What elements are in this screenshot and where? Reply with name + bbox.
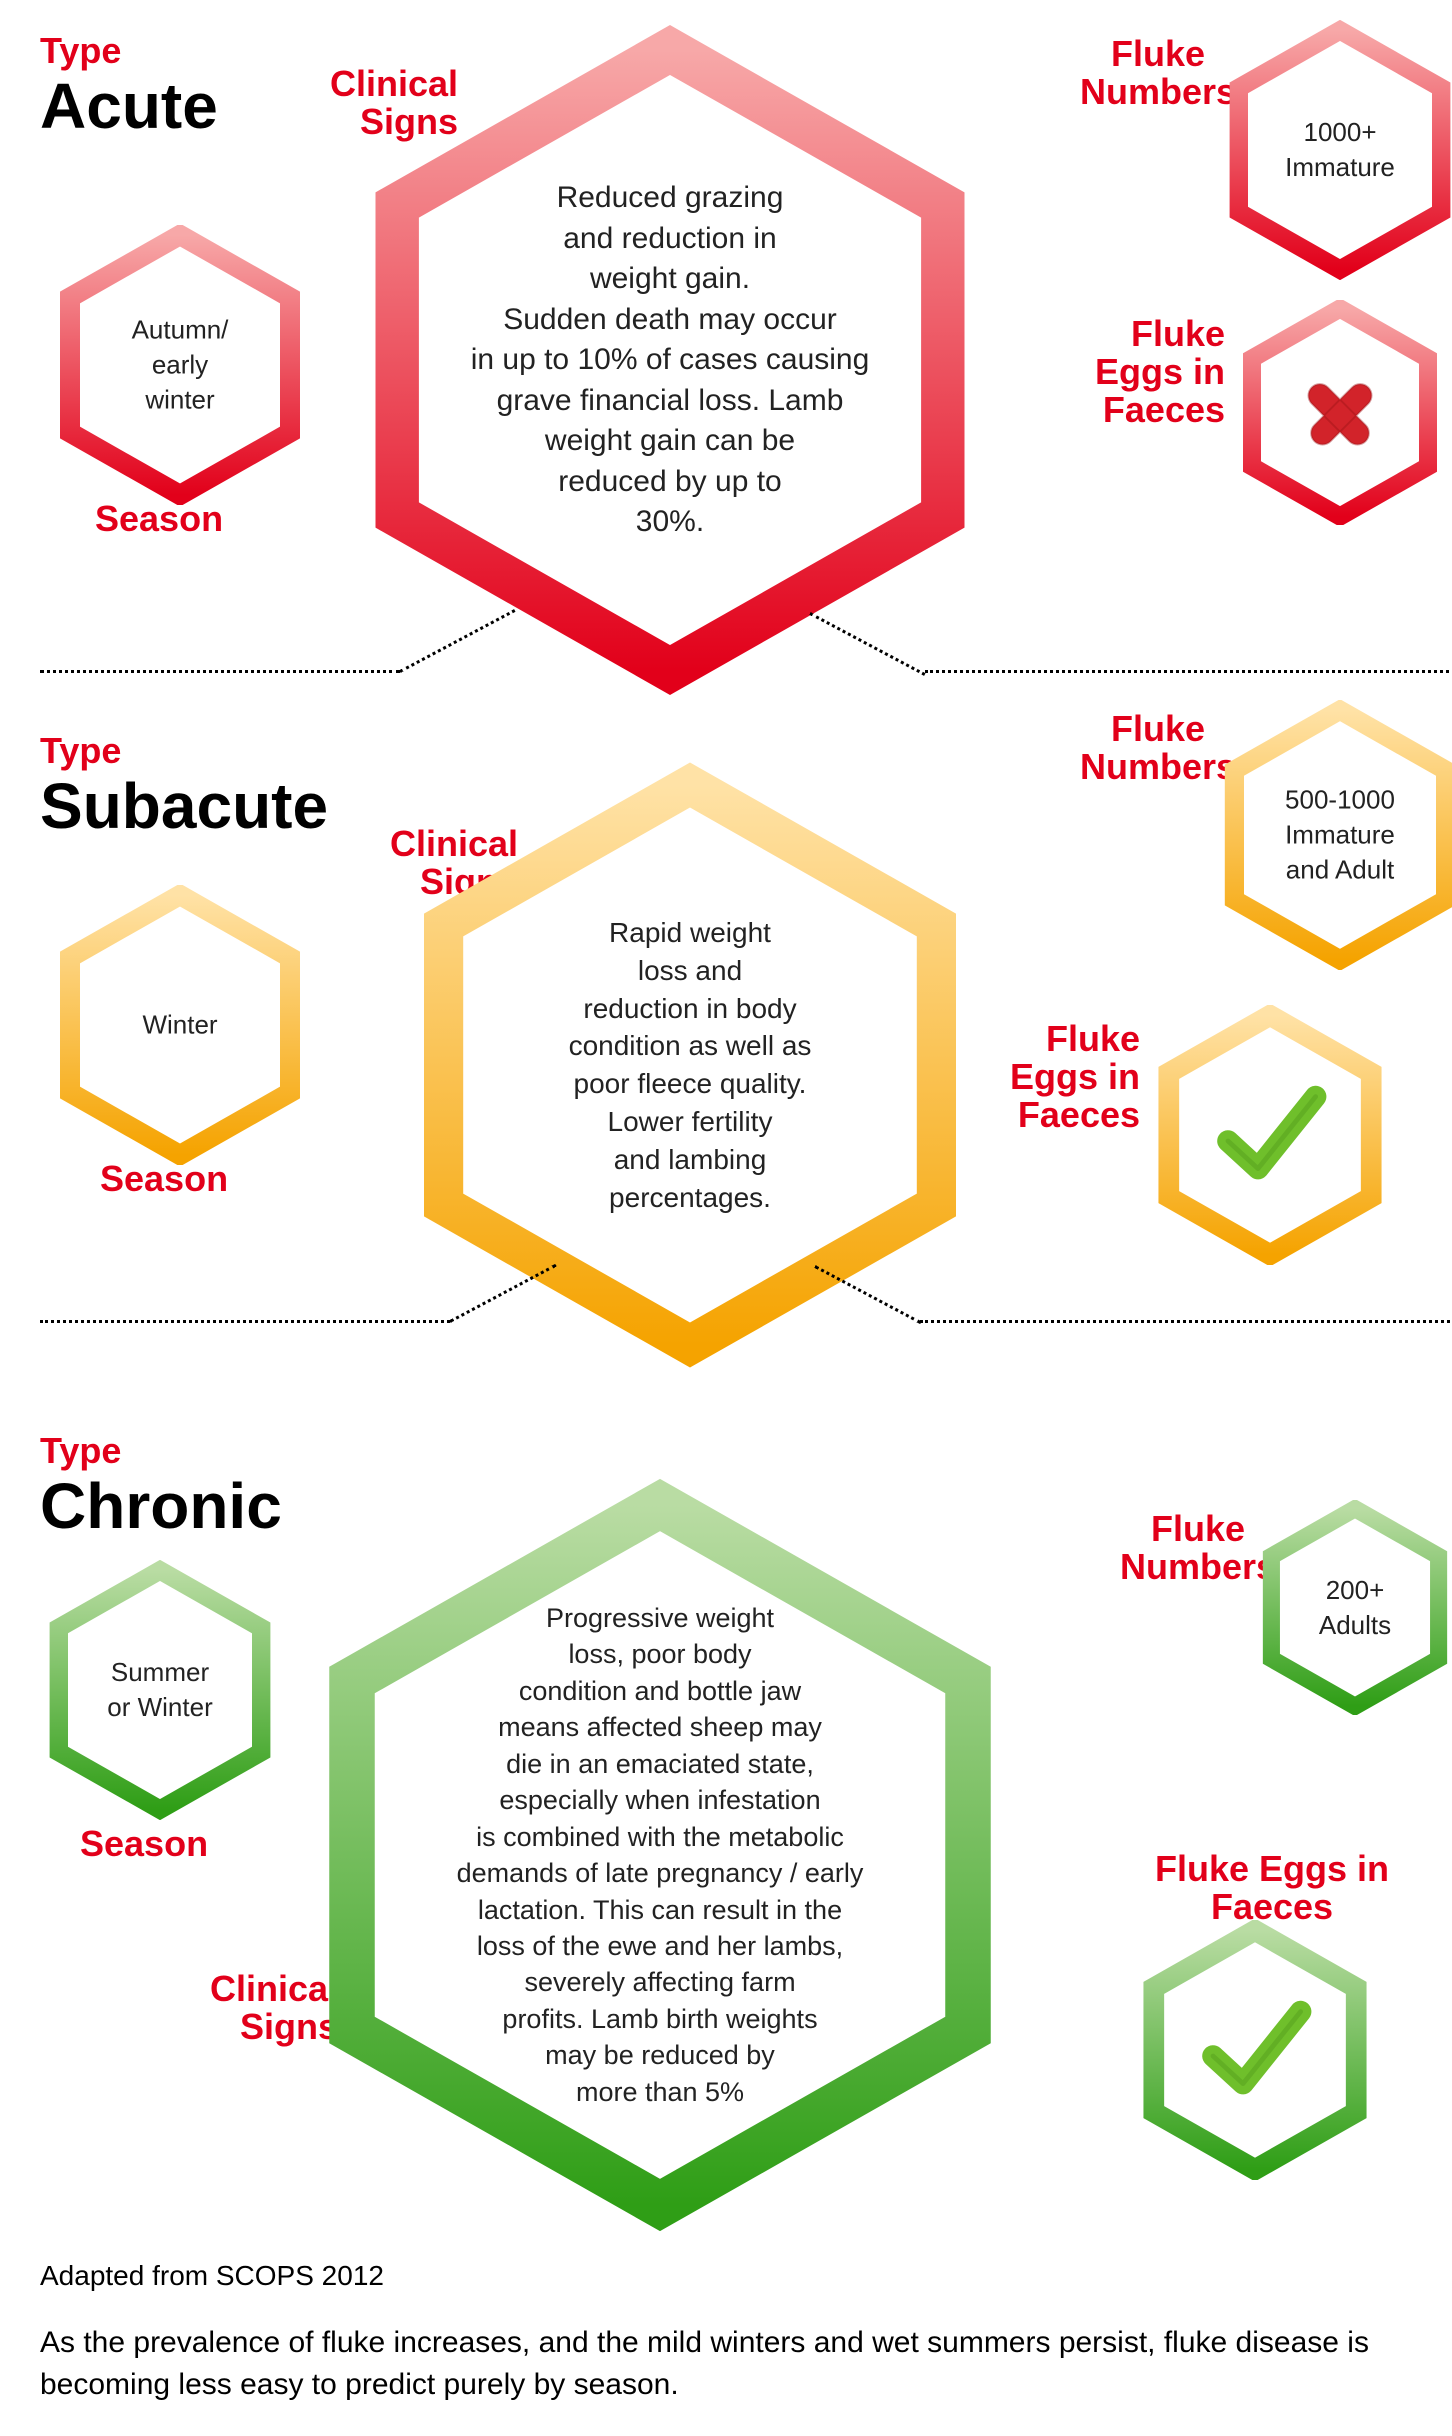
check-icon	[1195, 1990, 1315, 2110]
clinical-text-acute: Reduced grazingand reduction inweight ga…	[422, 178, 918, 543]
hex-fluke-numbers-acute: 1000+Immature	[1225, 20, 1452, 280]
section-subacute: Type Subacute ClinicalSigns FlukeNumbers…	[40, 730, 1412, 1430]
divider-line	[40, 670, 400, 673]
fluke-numbers-text-acute: 1000+Immature	[1285, 115, 1395, 185]
season-text-acute: Autumn/earlywinter	[93, 312, 268, 417]
cross-icon	[1293, 365, 1388, 460]
fluke-numbers-label: FlukeNumbers	[1080, 710, 1236, 786]
source-note: Adapted from SCOPS 2012	[40, 2260, 1412, 2292]
hex-season-subacute: Winter	[55, 885, 305, 1165]
clinical-text-subacute: Rapid weightloss andreduction in bodycon…	[472, 914, 909, 1216]
season-label: Season	[80, 1825, 208, 1863]
season-text-chronic: Summeror Winter	[107, 1655, 212, 1725]
hex-clinical-subacute: Rapid weightloss andreduction in bodycon…	[410, 750, 970, 1380]
hex-season-chronic: Summeror Winter	[45, 1560, 275, 1820]
divider-line	[40, 1320, 450, 1323]
season-label: Season	[100, 1160, 228, 1198]
hex-fluke-eggs-chronic	[1140, 1920, 1370, 2180]
hex-fluke-eggs-subacute	[1155, 1005, 1385, 1265]
fluke-eggs-label: FlukeEggs inFaeces	[1095, 315, 1225, 428]
fluke-numbers-label: FlukeNumbers	[1120, 1510, 1276, 1586]
section-acute: Type Acute ClinicalSigns FlukeNumbers Fl…	[40, 30, 1412, 730]
season-label: Season	[95, 500, 223, 538]
hex-fluke-numbers-chronic: 200+Adults	[1260, 1500, 1450, 1715]
hex-clinical-acute: Reduced grazingand reduction inweight ga…	[360, 10, 980, 710]
divider-line	[920, 1320, 1450, 1323]
hex-season-acute: Autumn/earlywinter	[55, 225, 305, 505]
hex-clinical-chronic: Progressive weightloss, poor bodyconditi…	[310, 1460, 1010, 2250]
fluke-eggs-label-inline: Fluke Eggs inFaeces	[1155, 1850, 1389, 1926]
fluke-numbers-text-chronic: 200+Adults	[1319, 1572, 1391, 1642]
bottom-note: As the prevalence of fluke increases, an…	[40, 2322, 1412, 2406]
clinical-text-chronic: Progressive weightloss, poor bodyconditi…	[373, 1600, 947, 2110]
hex-fluke-numbers-subacute: 500-1000Immatureand Adult	[1220, 700, 1452, 970]
fluke-eggs-label: FlukeEggs inFaeces	[1010, 1020, 1140, 1133]
hex-fluke-eggs-acute	[1240, 300, 1440, 525]
fluke-numbers-text-subacute: 500-1000Immatureand Adult	[1285, 782, 1395, 887]
check-icon	[1210, 1075, 1330, 1195]
fluke-numbers-label: FlukeNumbers	[1080, 35, 1236, 111]
season-text-subacute: Winter	[142, 1007, 217, 1042]
divider-line	[925, 670, 1452, 673]
section-chronic: Type Chronic ClinicalSigns FlukeNumbers …	[40, 1430, 1412, 2240]
